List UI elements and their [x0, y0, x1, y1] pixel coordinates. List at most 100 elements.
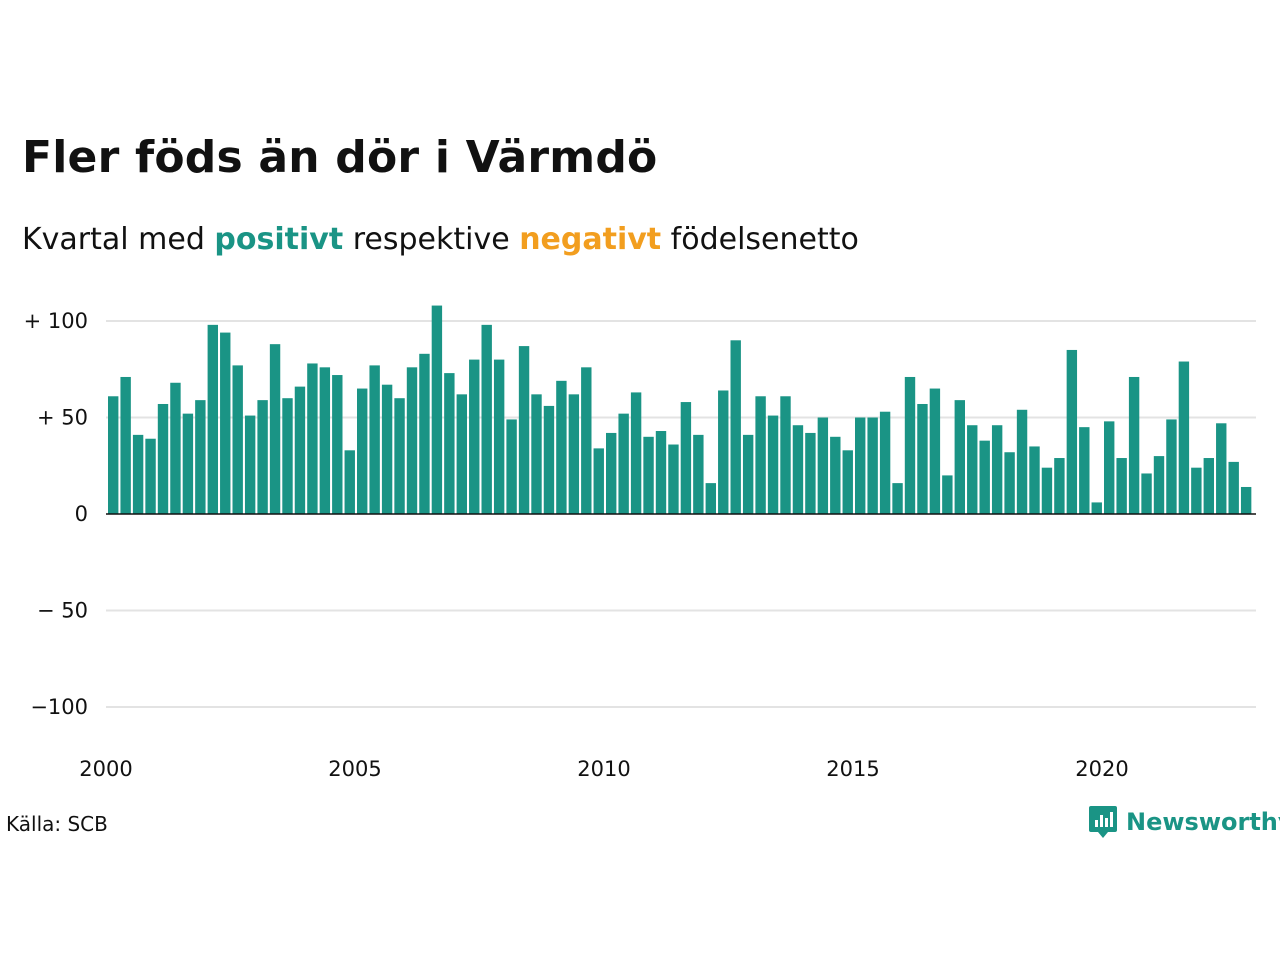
chart-subtitle: Kvartal med positivt respektive negativt…: [22, 222, 859, 257]
bar: [581, 367, 592, 514]
bar: [531, 394, 542, 514]
bar: [805, 432, 816, 514]
bar: [556, 380, 567, 514]
bar: [282, 398, 293, 514]
bar: [954, 400, 965, 514]
bar: [518, 346, 530, 514]
bar: [493, 359, 505, 514]
bar: [568, 394, 580, 514]
bar: [344, 450, 355, 514]
x-tick-label: 2010: [577, 757, 630, 781]
bar: [1153, 456, 1165, 514]
bar: [842, 450, 853, 514]
bar: [1004, 452, 1015, 514]
bar: [593, 448, 604, 514]
x-axis: 2000 2005 2010 2015 2020: [79, 757, 1128, 781]
bar: [755, 396, 766, 514]
bar: [132, 434, 144, 514]
bar: [357, 388, 368, 514]
bar: [456, 394, 467, 514]
bar: [257, 400, 268, 514]
bar: [506, 419, 517, 514]
bar: [170, 382, 181, 514]
bar: [444, 373, 455, 514]
bar: [481, 324, 492, 514]
bar: [817, 417, 829, 514]
bar: [307, 363, 318, 514]
bar: [369, 365, 380, 514]
bar: [618, 413, 629, 514]
bar: [1066, 349, 1078, 514]
subtitle-middle: respektive: [343, 222, 520, 257]
bar: [780, 396, 791, 514]
newsworthy-logo-icon: [1089, 806, 1117, 838]
bars: [108, 305, 1252, 514]
subtitle-suffix: födelsenetto: [661, 222, 859, 257]
bar: [929, 388, 941, 514]
subtitle-positive: positivt: [214, 222, 344, 257]
bar: [195, 400, 206, 514]
bar: [120, 376, 131, 514]
bar: [419, 353, 430, 514]
bar: [668, 444, 679, 514]
bar: [381, 384, 393, 514]
x-tick-label: 2020: [1075, 757, 1128, 781]
bar: [1041, 467, 1053, 514]
bar: [406, 367, 418, 514]
bar: [244, 415, 256, 514]
bar: [394, 398, 405, 514]
brand-name: Newsworthy: [1126, 808, 1280, 836]
bar: [680, 402, 692, 514]
bar: [182, 413, 194, 514]
bar: [332, 375, 343, 514]
bar: [917, 403, 928, 514]
bar: [606, 432, 617, 514]
bar: [1191, 467, 1202, 514]
bar: [1228, 461, 1239, 514]
bar: [431, 305, 443, 514]
bar: [705, 483, 716, 514]
source-note: Källa: SCB: [6, 812, 108, 836]
x-tick-label: 2015: [826, 757, 879, 781]
bar: [1016, 409, 1028, 514]
bar: [269, 344, 281, 514]
bar: [855, 417, 866, 514]
y-tick-label: −100: [30, 695, 88, 719]
subtitle-negative: negativt: [519, 222, 662, 257]
chart-title: Fler föds än dör i Värmdö: [22, 132, 658, 183]
bar: [319, 367, 331, 514]
bar: [867, 417, 878, 514]
bar: [742, 434, 754, 514]
x-tick-label: 2000: [79, 757, 132, 781]
bar: [207, 324, 218, 514]
bar: [792, 425, 804, 514]
bar: [1104, 421, 1115, 514]
bar: [942, 475, 953, 514]
bar: [630, 392, 642, 514]
bar: [157, 403, 169, 514]
bar: [767, 415, 779, 514]
bar: [1079, 427, 1090, 514]
bar: [979, 440, 990, 514]
bar: [718, 390, 729, 514]
bar: [967, 425, 978, 514]
bar: [232, 365, 243, 514]
bar: [830, 436, 841, 514]
subtitle-prefix: Kvartal med: [22, 222, 215, 257]
bar: [1054, 458, 1065, 514]
bar: [1166, 419, 1177, 514]
bar: [1216, 423, 1227, 514]
y-axis: + 100 + 50 0 − 50 −100: [24, 309, 1256, 719]
y-tick-label: + 50: [37, 406, 88, 430]
y-tick-label: + 100: [24, 309, 88, 333]
y-tick-label: 0: [75, 502, 88, 526]
x-tick-label: 2005: [328, 757, 381, 781]
bar: [1141, 473, 1152, 514]
bar: [294, 386, 306, 514]
bar: [1116, 458, 1127, 514]
bar: [1029, 446, 1040, 514]
bar: [991, 425, 1003, 514]
bar: [543, 405, 555, 514]
bar: [1240, 486, 1252, 514]
